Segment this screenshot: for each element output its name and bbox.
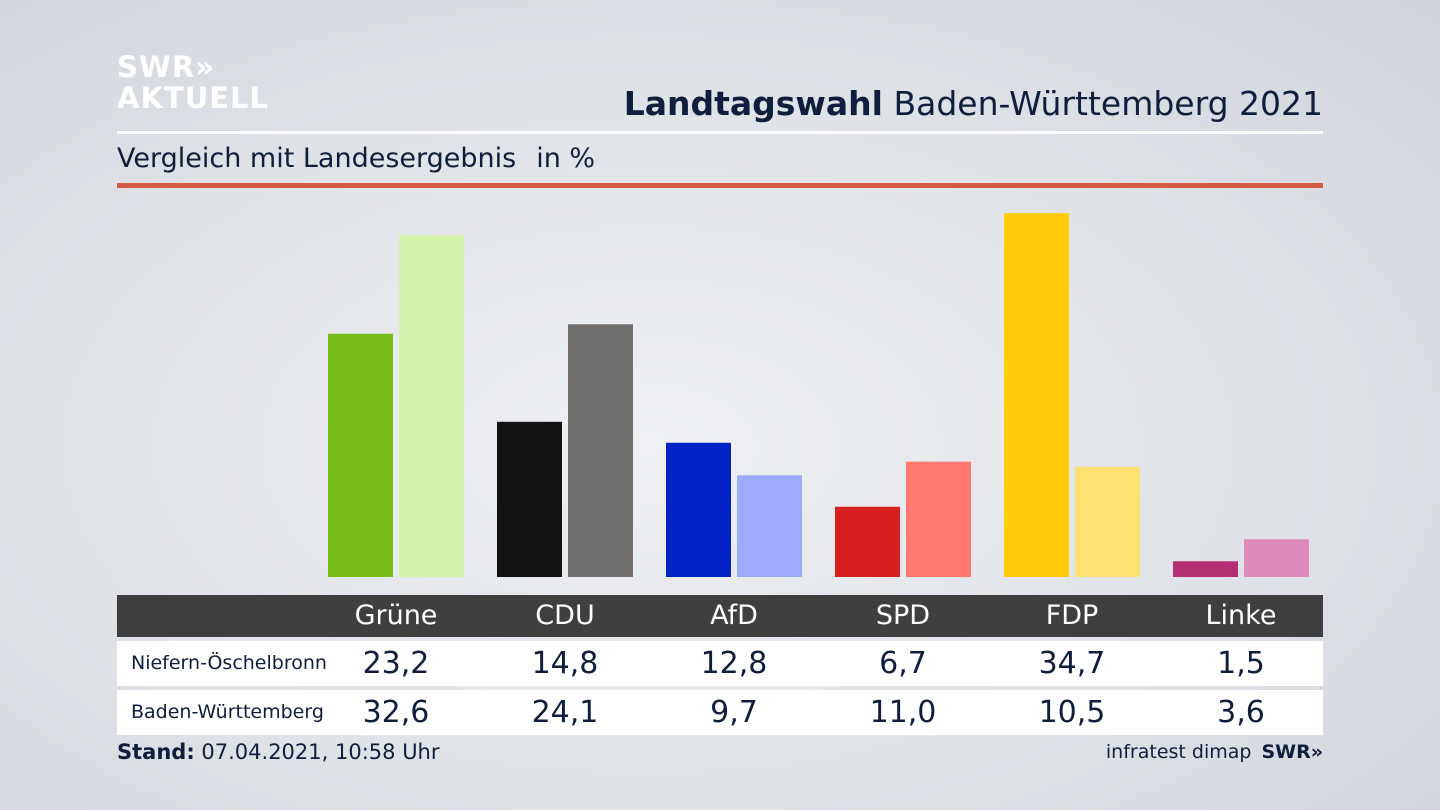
value-local-cdu: 14,8	[531, 646, 599, 681]
bar-state-cdu	[568, 324, 633, 577]
table-row-state: Baden-Württemberg 32,6 24,1 9,7 11,0 10,5 3,6	[117, 690, 1323, 735]
title-rest: Baden-Württemberg 2021	[893, 84, 1323, 123]
bar-local-cdu	[497, 421, 562, 577]
timestamp: Stand: 07.04.2021, 10:58 Uhr	[117, 740, 440, 764]
value-local-spd: 6,7	[879, 646, 927, 681]
accent-divider	[117, 183, 1323, 188]
logo-line-swr: SWR»	[117, 50, 215, 84]
bar-local-afd	[666, 442, 731, 577]
table-header: Grüne CDU AfD SPD FDP Linke	[117, 595, 1323, 637]
page-title: Landtagswahl Baden-Württemberg 2021	[624, 84, 1323, 123]
table-row-local: Niefern-Öschelbronn 23,2 14,8 12,8 6,7 34,7 1…	[117, 641, 1323, 686]
results-table: Grüne CDU AfD SPD FDP Linke Niefern-Öschelbro…	[117, 595, 1323, 735]
row-label-local: Niefern-Öschelbronn	[131, 652, 327, 674]
bar-state-afd	[737, 475, 802, 577]
bar-local-spd	[835, 506, 900, 577]
column-header-linke: Linke	[1205, 600, 1277, 631]
value-state-linke: 3,6	[1217, 695, 1265, 730]
column-header-grüne: Grüne	[354, 600, 438, 631]
column-header-spd: SPD	[875, 600, 931, 631]
bar-state-linke	[1244, 539, 1309, 577]
value-state-grüne: 32,6	[362, 695, 430, 730]
bar-state-grüne	[399, 235, 464, 577]
column-header-cdu: CDU	[535, 600, 595, 631]
bar-state-fdp	[1075, 466, 1140, 577]
source-name: infratest dimap	[1105, 741, 1252, 763]
column-header-afd: AfD	[710, 600, 758, 631]
value-state-afd: 9,7	[710, 695, 758, 730]
value-state-fdp: 10,5	[1038, 695, 1106, 730]
title-divider	[117, 131, 1323, 134]
column-header-fdp: FDP	[1045, 600, 1099, 631]
value-state-spd: 11,0	[869, 695, 937, 730]
value-local-linke: 1,5	[1217, 646, 1265, 681]
row-label-state: Baden-Württemberg	[131, 701, 324, 723]
timestamp-label: Stand:	[117, 740, 195, 764]
title-bold: Landtagswahl	[623, 84, 883, 123]
value-local-fdp: 34,7	[1038, 646, 1106, 681]
value-state-cdu: 24,1	[531, 695, 599, 730]
bar-local-linke	[1173, 561, 1238, 577]
subtitle-text: Vergleich mit Landesergebnis	[117, 143, 517, 174]
chart-subtitle: Vergleich mit Landesergebnis in %	[117, 143, 595, 174]
source-credit: infratest dimap SWR»	[1106, 741, 1323, 763]
swr-brand-logo: SWR»	[1261, 741, 1323, 763]
unit-label: in %	[536, 143, 596, 174]
swr-aktuell-logo: SWR» AKTUELL	[117, 52, 269, 114]
bar-local-grüne	[328, 333, 393, 577]
bar-local-fdp	[1004, 213, 1069, 577]
value-local-grüne: 23,2	[362, 646, 430, 681]
timestamp-value: 07.04.2021, 10:58 Uhr	[201, 740, 440, 764]
value-local-afd: 12,8	[700, 646, 768, 681]
bar-state-spd	[906, 461, 971, 577]
logo-line-aktuell: AKTUELL	[117, 81, 270, 115]
bar-chart	[328, 213, 1309, 577]
